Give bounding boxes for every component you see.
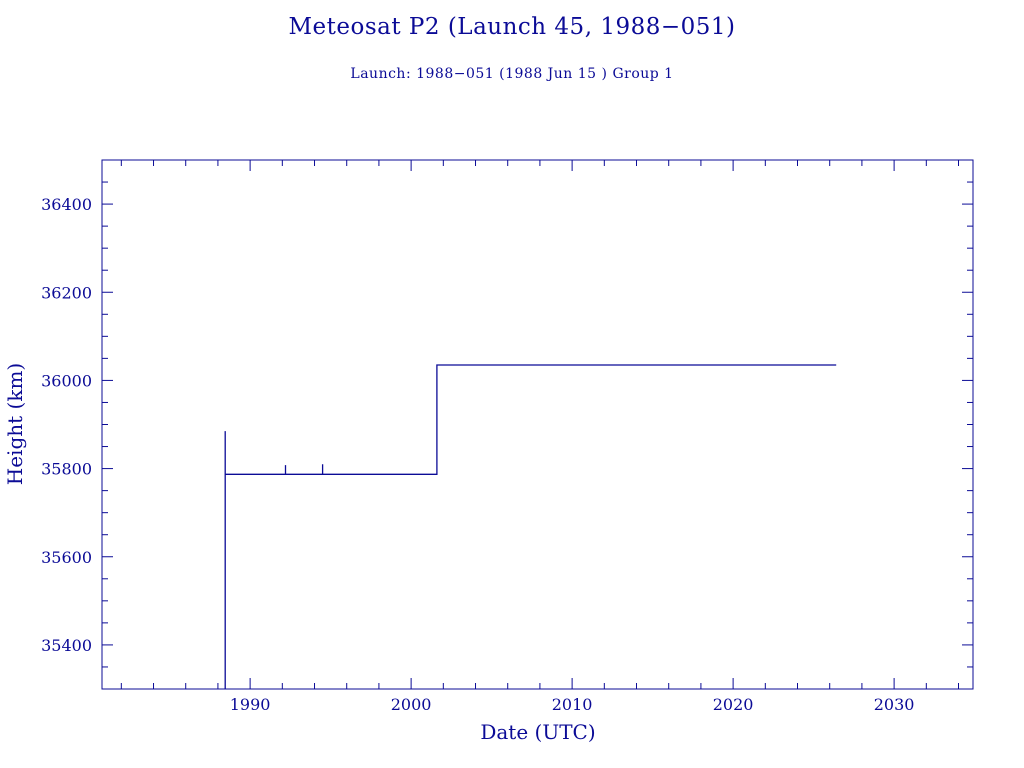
y-tick-label: 36400 [41,195,92,214]
y-tick-label: 36000 [41,371,92,390]
y-tick-label: 35600 [41,548,92,567]
x-tick-label: 2030 [874,695,915,714]
y-tick-label: 35800 [41,460,92,479]
y-axis-label: Height (km) [3,363,27,485]
y-axis-ticks: 35400 35600 35800 36000 36200 36400 [41,159,973,690]
plot-frame [101,159,974,690]
chart-subtitle: Launch: 1988−051 (1988 Jun 15 ) Group 1 [350,66,674,82]
y-tick-label: 36200 [41,283,92,302]
chart-title: Meteosat P2 (Launch 45, 1988−051) [288,14,736,40]
x-tick-label: 2020 [713,695,754,714]
x-axis-label: Date (UTC) [480,720,595,744]
x-axis-ticks: 1990 2000 2010 2020 2030 [120,160,960,714]
x-tick-label: 1990 [230,695,271,714]
series-line [224,364,837,689]
x-tick-label: 2010 [552,695,593,714]
y-tick-label: 35400 [41,636,92,655]
series-group [224,364,837,689]
x-tick-label: 2000 [391,695,432,714]
